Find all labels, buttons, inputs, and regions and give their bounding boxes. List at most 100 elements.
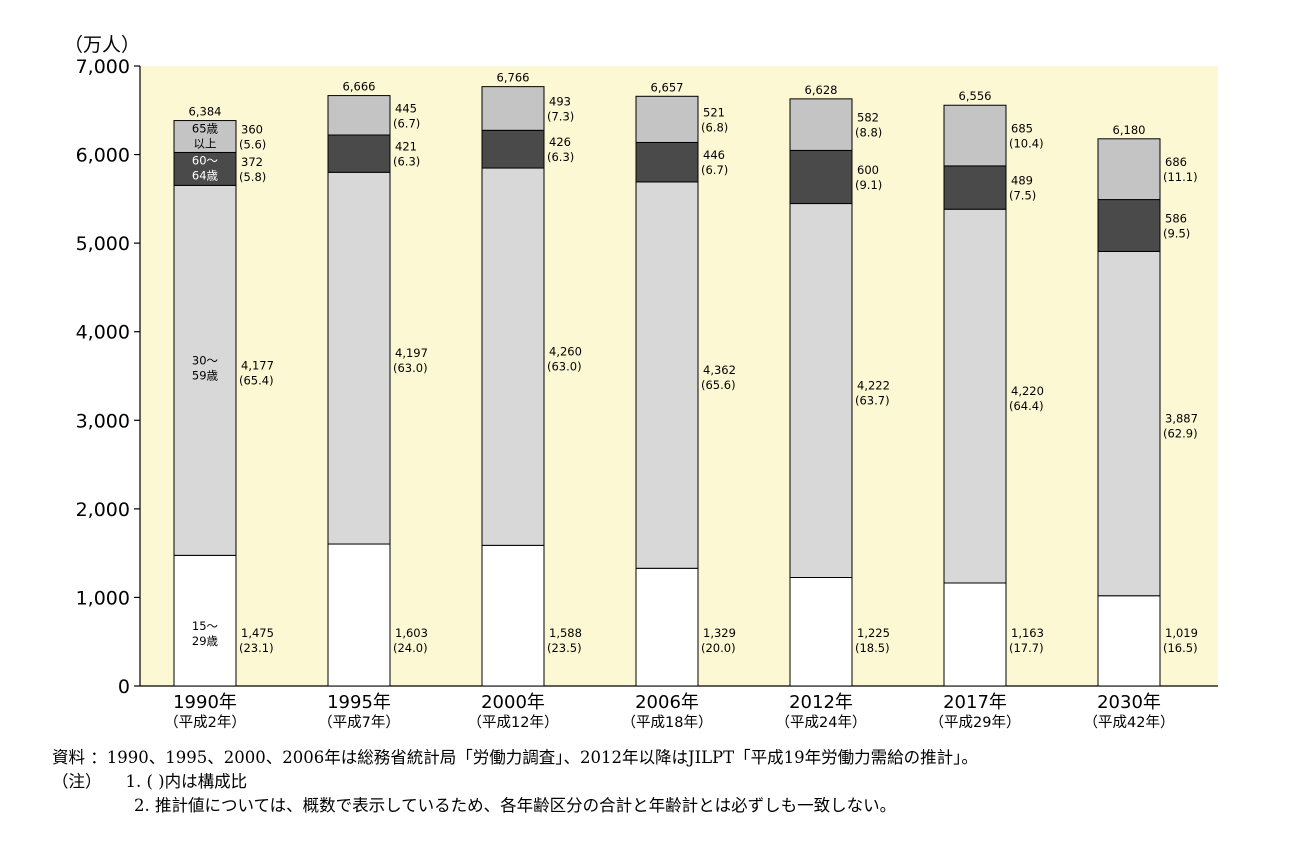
- segment-value-label: 521: [703, 105, 725, 119]
- total-label: 6,657: [651, 80, 684, 94]
- total-label: 6,628: [805, 83, 838, 97]
- segment-share-label: (62.9): [1163, 427, 1198, 441]
- segment-value-label: 1,163: [1011, 626, 1044, 640]
- segment-share-label: (17.7): [1009, 641, 1044, 655]
- x-category-sublabel: （平成42年）: [1084, 714, 1175, 731]
- segment-value-label: 586: [1165, 212, 1187, 226]
- x-category-label: 1990年: [173, 692, 237, 713]
- y-tick-label: 4,000: [76, 322, 130, 344]
- segment-value-label: 1,475: [241, 626, 274, 640]
- segment-value-label: 445: [395, 101, 417, 115]
- note-1: 1. ( )内は構成比: [125, 772, 248, 791]
- segment-value-label: 4,222: [857, 379, 890, 393]
- segment-value-label: 4,220: [1011, 384, 1044, 398]
- segment-value-label: 1,603: [395, 626, 428, 640]
- segment-value-label: 1,588: [549, 626, 582, 640]
- segment-value-label: 1,329: [703, 626, 736, 640]
- segment-share-label: (63.7): [855, 394, 890, 408]
- bar-segment: [789, 98, 853, 151]
- bar-segment: [173, 151, 237, 186]
- segment-value-label: 1,225: [857, 626, 890, 640]
- segment-value-label: 582: [857, 111, 879, 125]
- bar-segment: [1097, 595, 1161, 687]
- in-bar-age-label: 30～: [192, 353, 219, 367]
- y-tick-label: 1,000: [76, 587, 130, 609]
- x-category-label: 2030年: [1097, 692, 1161, 713]
- bar-segment: [327, 95, 391, 136]
- in-bar-age-label: 以上: [194, 137, 217, 151]
- segment-value-label: 4,197: [395, 346, 428, 360]
- total-label: 6,766: [497, 71, 530, 85]
- bar-segment: [635, 141, 699, 183]
- in-bar-age-label: 59歳: [192, 368, 219, 382]
- segment-value-label: 421: [395, 140, 417, 154]
- bar-segment: [789, 203, 853, 578]
- bar-segment: [173, 554, 237, 687]
- segment-value-label: 493: [549, 94, 571, 108]
- bar-segment: [481, 544, 545, 687]
- x-category-label: 2012年: [789, 692, 853, 713]
- note-1-row: （注） 1. ( )内は構成比: [52, 770, 978, 794]
- bar-segment: [943, 165, 1007, 210]
- in-bar-age-label: 65歳: [192, 122, 219, 136]
- x-category-sublabel: （平成29年）: [930, 714, 1021, 731]
- y-tick-label: 3,000: [76, 410, 130, 432]
- total-label: 6,384: [189, 105, 222, 119]
- segment-share-label: (64.4): [1009, 399, 1044, 413]
- x-category-sublabel: （平成12年）: [468, 714, 559, 731]
- bar-segment: [327, 171, 391, 545]
- segment-share-label: (23.5): [547, 641, 582, 655]
- segment-share-label: (16.5): [1163, 641, 1198, 655]
- in-bar-age-label: 29歳: [192, 634, 219, 648]
- bar-segment: [173, 120, 237, 153]
- segment-value-label: 600: [857, 163, 879, 177]
- x-category-sublabel: （平成24年）: [776, 714, 867, 731]
- segment-value-label: 372: [241, 155, 263, 169]
- y-tick-label: 5,000: [76, 233, 130, 255]
- segment-value-label: 360: [241, 123, 263, 137]
- segment-share-label: (65.4): [239, 373, 274, 387]
- total-label: 6,666: [343, 80, 376, 94]
- x-category-sublabel: （平成2年）: [164, 714, 246, 731]
- source-note: 資料 ：1990、1995、2000、2006年は総務省統計局「労働力調査」、2…: [52, 748, 978, 767]
- segment-share-label: (23.1): [239, 641, 274, 655]
- segment-share-label: (18.5): [855, 641, 890, 655]
- bar-segment: [1097, 199, 1161, 252]
- total-label: 6,556: [959, 89, 992, 103]
- x-category-sublabel: （平成7年）: [318, 714, 400, 731]
- segment-value-label: 489: [1011, 174, 1033, 188]
- segment-share-label: (7.5): [1009, 189, 1036, 203]
- segment-value-label: 4,177: [241, 358, 274, 372]
- segment-value-label: 4,260: [549, 345, 582, 359]
- y-axis-unit-label: （万人）: [64, 34, 141, 56]
- segment-share-label: (24.0): [393, 641, 428, 655]
- segment-share-label: (6.7): [701, 163, 728, 177]
- bar-segment: [327, 134, 391, 173]
- y-tick-label: 2,000: [76, 499, 130, 521]
- segment-value-label: 685: [1011, 122, 1033, 136]
- segment-value-label: 4,362: [703, 363, 736, 377]
- bar-segment: [943, 208, 1007, 584]
- bar-segment: [481, 129, 545, 169]
- segment-share-label: (6.3): [547, 150, 574, 164]
- y-tick-label: 0: [118, 676, 130, 698]
- segment-share-label: (5.6): [239, 138, 266, 152]
- note-label: （注）: [52, 772, 102, 791]
- segment-share-label: (6.7): [393, 116, 420, 130]
- y-tick-label: 6,000: [76, 145, 130, 167]
- stacked-bar-chart: 0 1,000 2,000 3,000 4,000 5,000 6,000 7,000 6,38…: [76, 56, 1218, 731]
- bar-segment: [943, 104, 1007, 167]
- in-bar-age-label: 64歳: [192, 168, 219, 182]
- in-bar-age-label: 15～: [192, 619, 219, 633]
- bar-segment: [635, 95, 699, 143]
- segment-value-label: 1,019: [1165, 626, 1198, 640]
- x-category-label: 1995年: [327, 692, 391, 713]
- y-tick-label: 7,000: [76, 56, 130, 78]
- in-bar-age-label: 60～: [192, 153, 219, 167]
- segment-share-label: (63.0): [393, 361, 428, 375]
- segment-value-label: 446: [703, 148, 725, 162]
- bar-segment: [789, 149, 853, 205]
- note-2: 2. 推計値については、概数で表示しているため、各年齢区分の合計と年齢計とは必ず…: [134, 796, 897, 815]
- total-label: 6,180: [1113, 123, 1146, 137]
- segment-share-label: (63.0): [547, 360, 582, 374]
